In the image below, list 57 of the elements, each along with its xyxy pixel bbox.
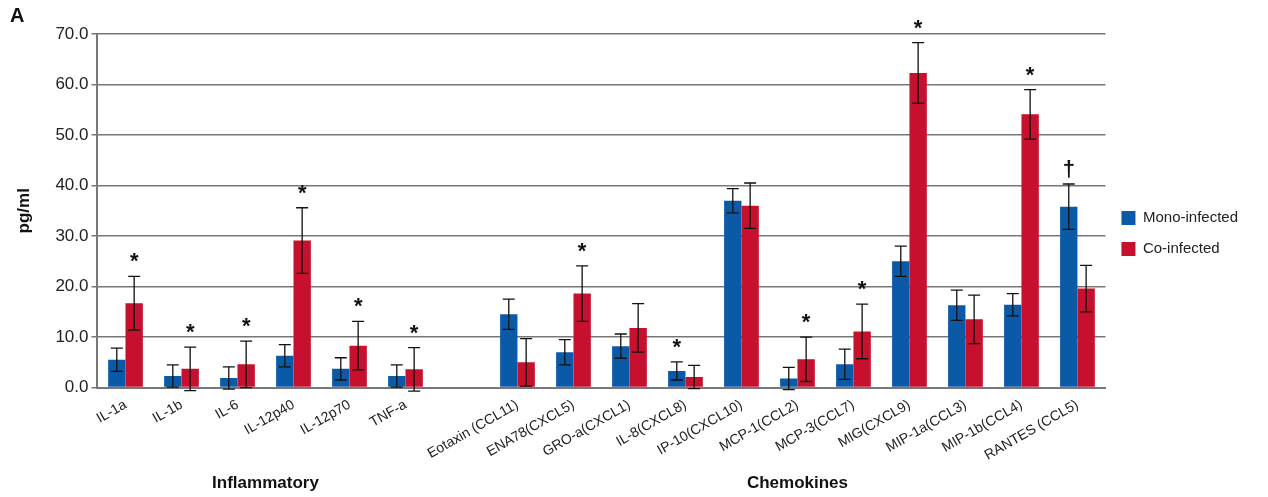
- y-tick-label: 30.0: [55, 225, 89, 245]
- bar: [853, 331, 871, 387]
- bar: [237, 364, 255, 387]
- annotation: *: [353, 293, 363, 319]
- bar: [1060, 206, 1078, 387]
- bar: [965, 319, 983, 387]
- bar: [276, 355, 294, 387]
- annotation: †: [1062, 156, 1075, 182]
- bar: [780, 378, 798, 387]
- y-tick-label: 70.0: [55, 23, 89, 43]
- x-tick-label: TNF-a: [366, 395, 410, 430]
- y-tick-label: 0.0: [64, 377, 89, 397]
- y-tick-label: 60.0: [55, 74, 89, 94]
- x-tick-label: IL-1b: [149, 395, 186, 426]
- x-tick-label: IL-6: [212, 395, 242, 422]
- bar: [724, 200, 742, 387]
- annotation: *: [241, 313, 251, 339]
- annotation: *: [672, 333, 682, 359]
- chart-title: A: [10, 3, 25, 26]
- bar: [500, 314, 518, 387]
- bar: [909, 72, 927, 387]
- bar: [349, 345, 367, 387]
- bar: [629, 327, 647, 387]
- annotation: *: [409, 319, 419, 345]
- y-tick-label: 10.0: [55, 326, 89, 346]
- bar: [181, 368, 199, 387]
- y-axis-title: pg/ml: [13, 188, 33, 234]
- x-tick-label: IL-1a: [93, 395, 130, 426]
- text: Inflammatory: [212, 473, 320, 492]
- bar: [573, 293, 591, 387]
- bar: [1021, 114, 1039, 387]
- annotation: *: [1025, 61, 1035, 87]
- annotation: *: [297, 179, 307, 205]
- bar: [892, 261, 910, 387]
- y-tick-label: 50.0: [55, 124, 89, 144]
- annotation: *: [129, 248, 139, 274]
- bar: [836, 364, 854, 387]
- legend-label: Co-infected: [1142, 239, 1220, 257]
- y-tick-label: 40.0: [55, 175, 89, 195]
- annotation: *: [801, 309, 811, 335]
- bar: [108, 359, 126, 387]
- y-tick-label: 20.0: [55, 276, 89, 296]
- bar: [1004, 304, 1022, 387]
- bar: [125, 303, 143, 387]
- bar: [948, 305, 966, 387]
- annotation: *: [577, 237, 587, 263]
- text: Chemokines: [746, 473, 849, 492]
- bar: [405, 369, 423, 387]
- bar: [612, 346, 630, 387]
- legend-label: Mono-infected: [1142, 208, 1239, 226]
- bar: [220, 377, 238, 387]
- bar: [1077, 288, 1095, 387]
- annotation: *: [185, 319, 195, 345]
- bar: [741, 205, 759, 387]
- bar: [293, 240, 311, 387]
- annotation: *: [913, 14, 923, 40]
- bar: [556, 352, 574, 387]
